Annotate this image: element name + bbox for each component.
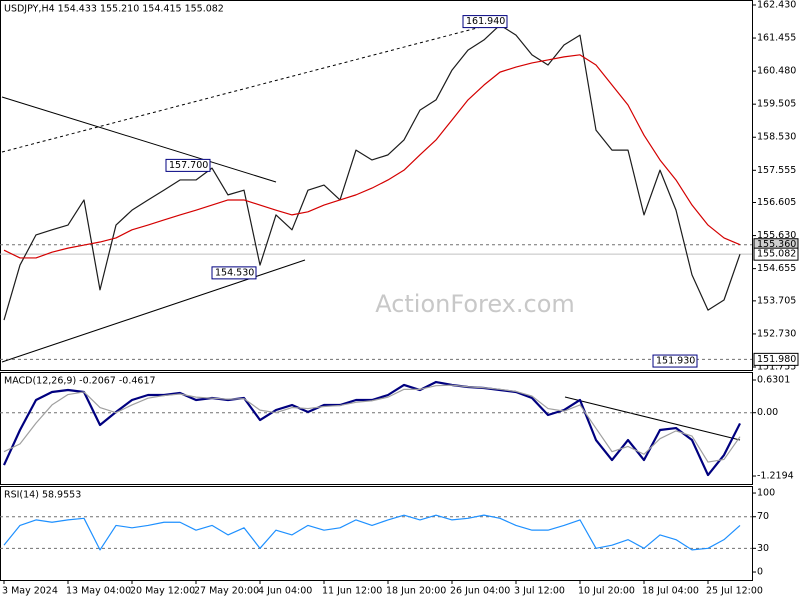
y-tick-label: 156.605: [757, 197, 796, 208]
y-tick-label: 151.755: [757, 361, 796, 372]
y-tick-label: 0: [757, 567, 763, 578]
y-tick-label: 154.655: [757, 263, 796, 274]
annotation-label: 151.930: [656, 356, 695, 367]
x-tick-label: 27 May 20:00: [194, 586, 259, 597]
y-tick-label: 160.480: [757, 66, 796, 77]
macd-panel: [0, 372, 753, 485]
trend-line: [1, 21, 501, 153]
series-line: [3, 384, 741, 463]
price-panel: [0, 0, 753, 371]
annotation-box: [652, 354, 698, 368]
annotation-box: [165, 158, 211, 172]
y-tick-label: 0.00: [757, 407, 778, 418]
panel-title: MACD(12,26,9) -0.2067 -0.4617: [4, 376, 156, 387]
y-tick-label: -1.2194: [757, 471, 794, 482]
y-tick-label: 152.730: [757, 328, 796, 339]
annotation-box: [211, 266, 257, 280]
x-tick-label: 13 May 04:00: [66, 586, 131, 597]
annotation-label: 161.940: [466, 16, 505, 27]
level-label: 151.980: [757, 354, 796, 365]
last-price-box: [753, 247, 799, 261]
panel-title: USDJPY,H4 154.433 155.210 154.415 155.08…: [4, 4, 224, 15]
y-tick-label: 161.455: [757, 33, 796, 44]
series-line: [3, 514, 741, 551]
x-tick-label: 25 Jul 12:00: [706, 586, 763, 597]
y-tick-label: 30: [757, 543, 769, 554]
last-price-label: 155.082: [757, 249, 796, 260]
x-tick-label: 20 May 12:00: [130, 586, 195, 597]
y-tick-label: 157.555: [757, 165, 796, 176]
series-line: [3, 54, 741, 259]
x-tick-label: 11 Jun 12:00: [322, 586, 382, 597]
watermark: ActionForex.com: [375, 290, 575, 318]
x-tick-label: 26 Jun 04:00: [450, 586, 510, 597]
x-tick-label: 3 Jul 12:00: [514, 586, 565, 597]
annotation-label: 157.700: [169, 160, 208, 171]
x-tick-label: 4 Jun 04:00: [258, 586, 312, 597]
annotation-label: 154.530: [215, 267, 254, 278]
y-tick-label: 155.630: [757, 230, 796, 241]
y-tick-label: 158.530: [757, 132, 796, 143]
x-tick-label: 18 Jun 20:00: [386, 586, 446, 597]
x-tick-label: 10 Jul 20:00: [578, 586, 635, 597]
trend-line: [564, 396, 741, 441]
panel-title: RSI(14) 58.9553: [4, 490, 81, 501]
y-tick-label: 153.705: [757, 295, 796, 306]
series-line: [3, 24, 741, 321]
rsi-panel: [0, 486, 753, 581]
x-tick-label: 18 Jul 04:00: [642, 586, 699, 597]
y-tick-label: 0.6301: [757, 374, 790, 385]
level-label-box: [753, 352, 799, 366]
y-tick-label: 70: [757, 511, 769, 522]
trend-line: [1, 96, 277, 183]
level-label: 155.360: [757, 239, 796, 250]
series-line: [2, 380, 741, 477]
y-tick-label: 100: [757, 488, 775, 499]
y-tick-label: 159.505: [757, 99, 796, 110]
annotation-box: [462, 15, 508, 29]
y-tick-label: 162.430: [757, 0, 796, 10]
x-tick-label: 3 May 2024: [2, 586, 58, 597]
